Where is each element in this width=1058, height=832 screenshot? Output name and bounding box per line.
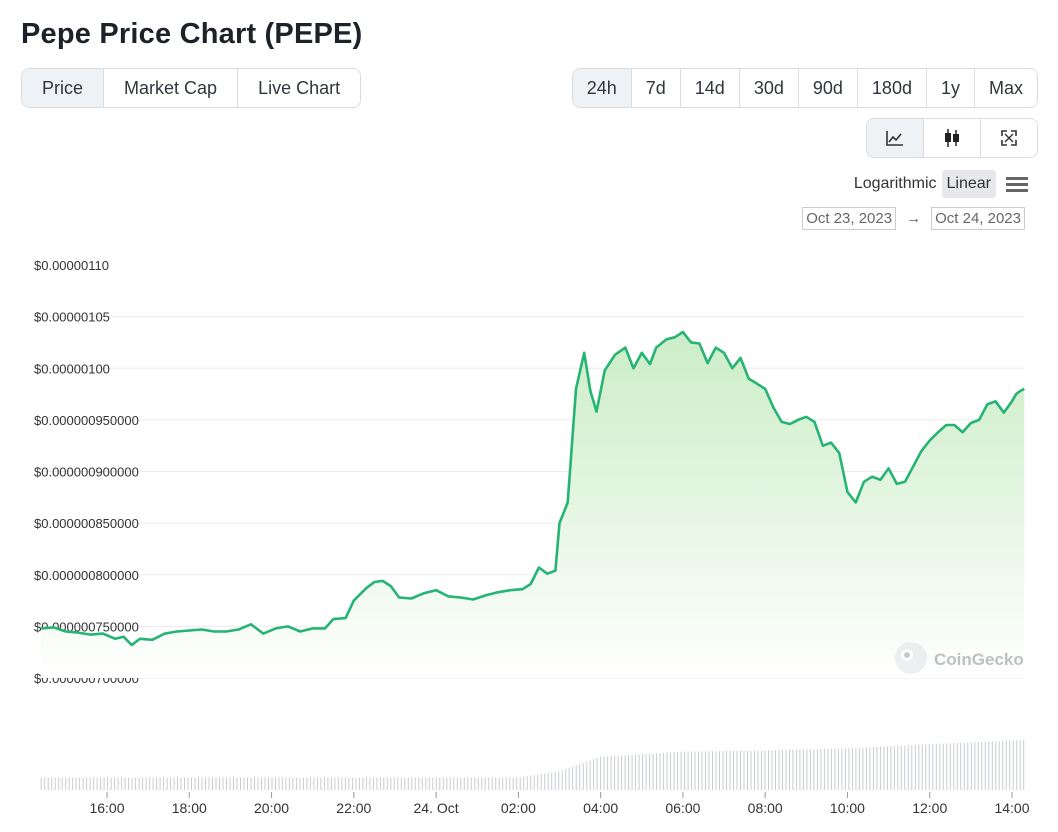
price-line [41, 330, 1025, 647]
y-tick-label: $0.000000900000 [34, 465, 139, 480]
time-range-selector: 24h 7d 14d 30d 90d 180d 1y Max [571, 68, 1038, 108]
line-chart-button[interactable] [867, 119, 923, 157]
x-tick-label: 20:00 [254, 800, 289, 816]
y-tick-label: $0.00000105 [34, 310, 110, 325]
scale-logarithmic[interactable]: Logarithmic [853, 175, 937, 192]
range-90d[interactable]: 90d [797, 69, 857, 107]
date-range: Oct 23, 2023 → Oct 24, 2023 [802, 207, 1025, 230]
line-chart-icon [886, 131, 903, 146]
date-to-input[interactable]: Oct 24, 2023 [931, 207, 1025, 230]
range-30d[interactable]: 30d [738, 69, 798, 107]
x-tick-label: 24. Oct [414, 800, 459, 816]
tab-market-cap[interactable]: Market Cap [103, 69, 238, 107]
date-from-input[interactable]: Oct 23, 2023 [802, 207, 897, 230]
coingecko-watermark: CoinGecko [895, 642, 1024, 674]
y-tick-label: $0.000000800000 [34, 568, 139, 583]
scale-selector: Logarithmic Linear [849, 170, 1028, 198]
range-24h[interactable]: 24h [572, 69, 631, 107]
hamburger-menu-icon[interactable] [1006, 175, 1028, 193]
range-14d[interactable]: 14d [679, 69, 739, 107]
x-tick-label: 04:00 [583, 800, 618, 816]
candlestick-icon [945, 129, 959, 147]
tab-price[interactable]: Price [22, 69, 104, 107]
x-tick-label: 18:00 [172, 800, 207, 816]
x-tick-label: 14:00 [994, 800, 1029, 816]
x-tick-label: 10:00 [830, 800, 865, 816]
x-tick-label: 12:00 [912, 800, 947, 816]
y-tick-label: $0.000000850000 [34, 516, 139, 531]
range-max[interactable]: Max [973, 69, 1037, 107]
scale-linear[interactable]: Linear [941, 170, 996, 198]
fullscreen-icon [1001, 130, 1017, 146]
chart-tabs: Price Market Cap Live Chart [21, 68, 362, 108]
x-tick-label: 02:00 [501, 800, 536, 816]
fullscreen-button[interactable] [980, 119, 1037, 157]
chart-type-selector [866, 118, 1038, 158]
watermark-text: CoinGecko [934, 650, 1024, 669]
candlestick-button[interactable] [923, 119, 980, 157]
range-7d[interactable]: 7d [630, 69, 680, 107]
x-tick-label: 06:00 [665, 800, 700, 816]
date-range-arrow: → [906, 210, 922, 227]
volume-bars [40, 740, 1025, 790]
range-180d[interactable]: 180d [856, 69, 926, 107]
y-tick-label: $0.00000100 [34, 361, 110, 376]
x-tick-label: 16:00 [89, 800, 124, 816]
page-title: Pepe Price Chart (PEPE) [21, 18, 363, 50]
x-tick-label: 22:00 [336, 800, 371, 816]
price-chart[interactable]: $0.00000110 $0.00000105 $0.00000100 $0.0000… [0, 240, 1058, 832]
y-tick-label: $0.000000950000 [34, 413, 139, 428]
range-1y[interactable]: 1y [925, 69, 974, 107]
x-tick-label: 08:00 [748, 800, 783, 816]
y-tick-label: $0.00000110 [34, 258, 109, 273]
tab-live-chart[interactable]: Live Chart [237, 69, 361, 107]
